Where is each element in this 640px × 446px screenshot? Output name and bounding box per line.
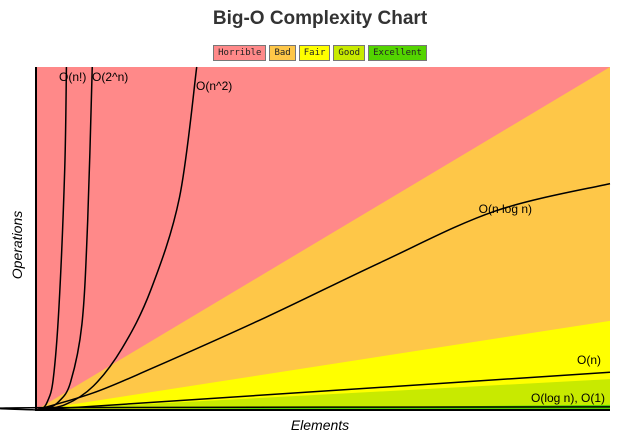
curve-labels: O(n!) O(2^n) O(n^2) O(n log n) O(n) O(log n),… [59,70,605,405]
curve-o-n [35,371,611,411]
curve-o-n-log-n [35,182,611,411]
curve-label-o-n: O(n) [577,353,601,367]
legend-item-fair: Fair [298,45,331,61]
legend-item-excellent: Excellent [368,45,427,61]
axes [35,67,610,411]
chart-title: Big-O Complexity Chart [212,8,428,29]
y-axis-label: Operations [9,211,25,279]
curve-label-o-log-n-o-1: O(log n), O(1) [531,391,605,405]
legend-item-horrible: Horrible [213,45,267,61]
legend: Horrible Bad Fair Good Excellent [0,45,640,61]
region-excellent [36,404,610,410]
region-bad [36,67,610,410]
curve-label-o-2-n: O(2^n) [92,70,128,84]
x-axis-label: Elements [291,417,349,433]
curve-label-o-n-2: O(n^2) [196,79,232,93]
complexity-curves [0,66,611,411]
curve-o-log-n-o-1 [0,406,611,411]
legend-item-good: Good [333,45,366,61]
curve-label-o-n: O(n!) [59,70,86,84]
region-good [36,379,610,410]
legend-item-bad: Bad [269,45,296,61]
curve-o-n-2 [35,66,198,411]
curve-label-o-n-log-n: O(n log n) [479,202,532,216]
complexity-regions [36,67,610,410]
